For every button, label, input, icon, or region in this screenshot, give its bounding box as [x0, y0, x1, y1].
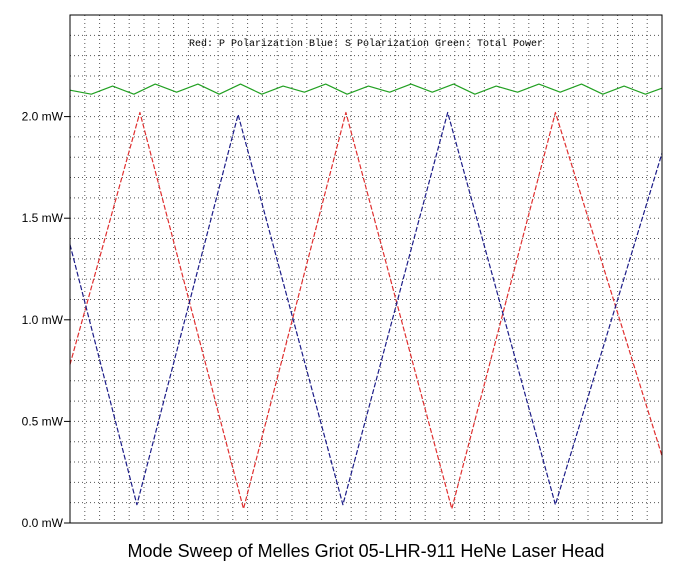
series-line-p-polarization [69, 111, 663, 510]
legend-text: Red: P Polarization Blue: S Polarization… [189, 38, 543, 50]
series-line-total-power [69, 83, 663, 95]
grid [70, 15, 662, 523]
plot-frame [69, 14, 663, 524]
series-layer [69, 83, 663, 510]
series-line-s-polarization [69, 111, 663, 506]
y-tick-label: 1.5 mW [22, 211, 64, 225]
y-tick-label: 0.0 mW [22, 516, 64, 530]
y-tick-label: 0.5 mW [22, 414, 64, 428]
y-tick-label: 1.0 mW [22, 313, 64, 327]
y-tick-label: 2.0 mW [22, 110, 64, 124]
chart-title: Mode Sweep of Melles Griot 05-LHR-911 He… [128, 541, 605, 561]
y-axis-ticks: 0.0 mW 0.5 mW 1.0 mW 1.5 mW 2.0 mW [22, 110, 70, 530]
